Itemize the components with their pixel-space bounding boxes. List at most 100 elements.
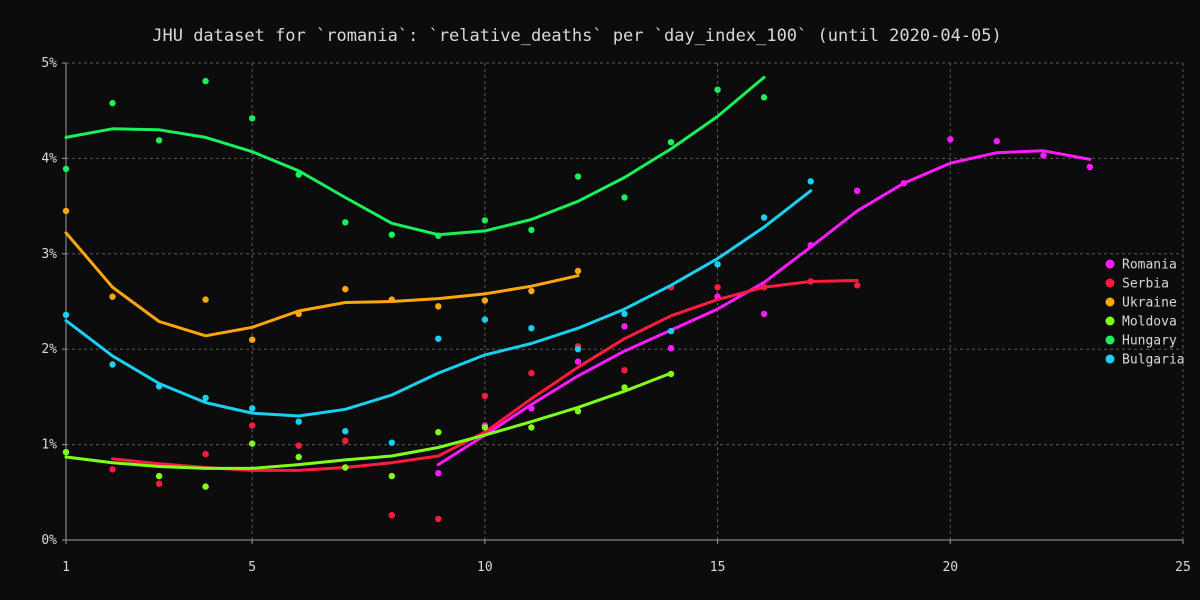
data-point-moldova	[249, 440, 256, 447]
data-point-bulgaria	[807, 178, 814, 185]
y-tick-label: 1%	[41, 438, 57, 453]
data-point-bulgaria	[435, 335, 442, 342]
y-tick-label: 4%	[41, 151, 57, 166]
series-line-hungary	[64, 75, 766, 237]
data-point-moldova	[342, 464, 349, 471]
data-point-bulgaria	[342, 428, 349, 435]
data-point-moldova	[574, 408, 582, 415]
data-point-romania	[993, 138, 1000, 145]
data-point-hungary	[574, 173, 582, 180]
data-point-moldova	[481, 424, 489, 431]
data-point-serbia	[202, 450, 209, 458]
data-point-serbia	[714, 284, 721, 291]
data-point-hungary	[202, 77, 209, 85]
data-point-ukraine	[202, 296, 209, 303]
data-point-ukraine	[62, 207, 70, 215]
data-point-bulgaria	[621, 310, 628, 318]
x-tick-label: 25	[1175, 560, 1191, 575]
data-point-romania	[435, 470, 442, 477]
series-line-ukraine	[64, 231, 580, 338]
legend-label-romania: Romania	[1122, 258, 1177, 273]
data-point-moldova	[435, 429, 442, 436]
legend-label-moldova: Moldova	[1122, 315, 1177, 330]
data-point-serbia	[621, 367, 628, 374]
data-point-moldova	[155, 472, 163, 480]
data-point-serbia	[342, 437, 349, 444]
data-point-bulgaria	[714, 261, 721, 268]
data-point-moldova	[388, 472, 395, 480]
x-tick-label: 5	[248, 560, 256, 575]
data-point-romania	[574, 358, 582, 365]
data-point-hungary	[528, 226, 535, 234]
data-point-serbia	[528, 369, 535, 377]
data-point-ukraine	[388, 296, 395, 303]
data-point-hungary	[155, 137, 163, 144]
data-point-bulgaria	[528, 325, 535, 332]
data-point-serbia	[109, 466, 116, 473]
data-point-bulgaria	[62, 311, 70, 319]
legend-label-ukraine: Ukraine	[1122, 296, 1177, 311]
data-point-serbia	[388, 512, 395, 519]
plot-area	[62, 75, 1094, 523]
y-tick-label: 3%	[41, 247, 57, 262]
x-tick-label: 1	[62, 560, 70, 575]
legend-label-hungary: Hungary	[1122, 334, 1177, 349]
data-point-bulgaria	[295, 418, 302, 425]
data-point-bulgaria	[202, 394, 209, 402]
data-point-hungary	[295, 171, 302, 178]
data-point-hungary	[62, 165, 70, 173]
data-point-hungary	[388, 231, 395, 238]
data-point-romania	[667, 345, 675, 352]
data-point-bulgaria	[155, 383, 163, 390]
data-point-hungary	[342, 219, 349, 226]
data-point-serbia	[295, 442, 302, 449]
data-point-ukraine	[342, 285, 349, 293]
series-line-moldova	[64, 371, 673, 470]
y-tick-label: 0%	[41, 533, 57, 548]
y-tick-label: 5%	[41, 56, 57, 71]
data-point-bulgaria	[760, 214, 768, 221]
legend-marker-moldova	[1105, 316, 1115, 326]
data-point-ukraine	[574, 267, 582, 275]
data-point-serbia	[760, 284, 768, 291]
data-point-moldova	[528, 424, 535, 431]
legend-marker-serbia	[1105, 278, 1115, 288]
data-point-ukraine	[109, 293, 116, 300]
data-point-hungary	[760, 94, 768, 101]
data-point-ukraine	[295, 310, 302, 318]
legend-marker-bulgaria	[1105, 354, 1115, 364]
data-point-bulgaria	[481, 316, 489, 323]
data-point-bulgaria	[667, 327, 675, 335]
data-point-moldova	[621, 384, 628, 391]
data-point-serbia	[249, 422, 256, 429]
legend-marker-ukraine	[1105, 297, 1115, 307]
x-tick-label: 15	[710, 560, 726, 575]
data-point-serbia	[807, 278, 814, 285]
data-point-romania	[1040, 152, 1047, 159]
data-point-moldova	[667, 370, 675, 378]
x-tick-label: 10	[477, 560, 493, 575]
data-point-ukraine	[481, 297, 489, 304]
data-point-hungary	[714, 86, 721, 93]
x-tick-label: 20	[942, 560, 958, 575]
data-point-romania	[807, 242, 814, 249]
data-point-ukraine	[435, 303, 442, 310]
data-point-hungary	[109, 99, 116, 107]
data-point-bulgaria	[249, 405, 256, 412]
data-point-romania	[947, 136, 954, 143]
data-point-romania	[528, 405, 535, 412]
data-point-ukraine	[528, 287, 535, 295]
legend-label-serbia: Serbia	[1122, 277, 1169, 292]
data-point-serbia	[435, 515, 442, 523]
data-point-hungary	[435, 232, 442, 239]
data-point-moldova	[202, 483, 209, 490]
legend-marker-romania	[1105, 259, 1115, 269]
chart-title: JHU dataset for `romania`: `relative_dea…	[152, 26, 1002, 46]
data-point-bulgaria	[574, 346, 582, 353]
data-point-romania	[1086, 163, 1094, 171]
data-point-hungary	[249, 115, 256, 122]
data-point-hungary	[667, 139, 675, 146]
data-point-serbia	[854, 282, 861, 289]
data-point-bulgaria	[388, 439, 395, 446]
